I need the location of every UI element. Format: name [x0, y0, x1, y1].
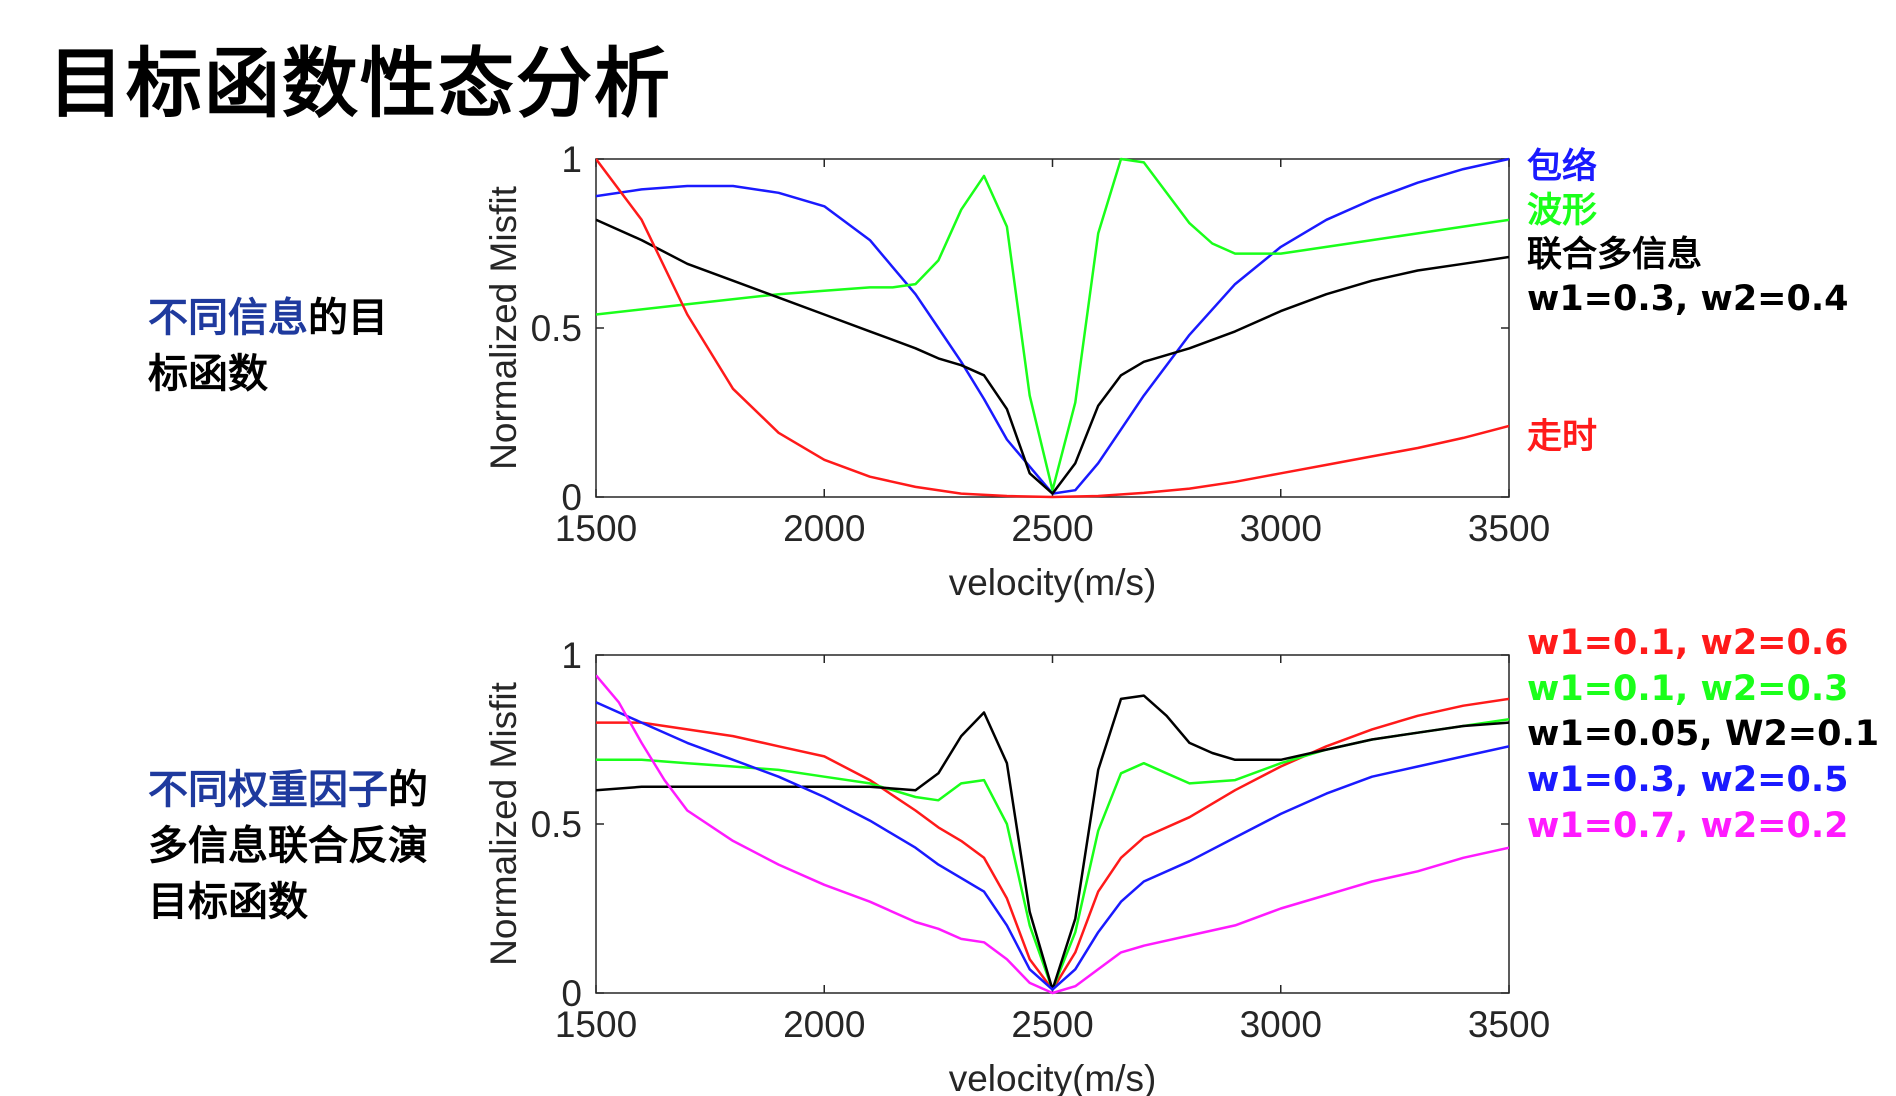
- x-tick-label: 3000: [1240, 1004, 1322, 1045]
- legend-entry: w1=0.1, w2=0.3: [1527, 669, 1849, 709]
- chart-2: 1500 2000 2500 3000 3500 0 0.5 1 velocity(m/s) No…: [483, 623, 1879, 1096]
- series-line-1: [596, 697, 1509, 991]
- x-axis-label: velocity(m/s): [949, 1058, 1157, 1096]
- x-tick-label: 2500: [1011, 508, 1093, 549]
- x-tick-label: 2500: [1011, 1004, 1093, 1045]
- y-axis-label: Normalized Misfit: [483, 185, 524, 469]
- legend-entry: 包络: [1527, 146, 1597, 187]
- legend-entry: 波形: [1527, 191, 1597, 231]
- series-line-3: [596, 694, 1509, 991]
- x-tick-label: 3500: [1468, 508, 1550, 549]
- y-tick-label: 0.5: [531, 804, 582, 845]
- series-line-4: [596, 701, 1509, 991]
- legend-entry: w1=0.1, w2=0.6: [1527, 623, 1849, 663]
- series-line-1: [596, 157, 1509, 495]
- plot-frame: [595, 654, 1510, 994]
- caption-bottom-rest: 的: [388, 767, 428, 813]
- x-axis-label: velocity(m/s): [949, 562, 1157, 603]
- legend-entry: w1=0.7, w2=0.2: [1527, 806, 1849, 846]
- y-tick-label: 1: [561, 635, 582, 676]
- caption-bottom: 不同权重因子的 多信息联合反演 目标函数: [148, 762, 428, 930]
- y-tick-label: 0.5: [531, 308, 582, 349]
- legend-entry: 联合多信息: [1527, 234, 1702, 275]
- x-tick-label: 3000: [1240, 508, 1322, 549]
- caption-top: 不同信息的目 标函数: [148, 290, 388, 402]
- caption-bottom-line3: 目标函数: [148, 879, 308, 925]
- y-tick-label: 0: [561, 477, 582, 518]
- plot-frame: [595, 158, 1510, 498]
- series-line-5: [596, 674, 1509, 995]
- caption-bottom-line2: 多信息联合反演: [148, 823, 428, 869]
- x-tick-label: 1500: [555, 1004, 637, 1045]
- x-tick-label: 1500: [555, 508, 637, 549]
- series-line-3: [596, 218, 1509, 495]
- page-title: 目标函数性态分析: [48, 39, 672, 128]
- y-tick-label: 0: [561, 973, 582, 1014]
- legend-entry: w1=0.3, w2=0.5: [1527, 760, 1849, 800]
- series-line-4: [596, 158, 1509, 499]
- x-tick-label: 2000: [783, 508, 865, 549]
- caption-top-highlight: 不同信息: [148, 295, 308, 341]
- caption-top-line2: 标函数: [148, 351, 268, 397]
- legend-entry: 走时: [1527, 417, 1597, 457]
- chart-1: 1500 2000 2500 3000 3500 0 0.5 1 velocity(m/s) No…: [483, 139, 1849, 603]
- caption-bottom-highlight: 不同权重因子: [148, 767, 388, 813]
- x-tick-label: 3500: [1468, 1004, 1550, 1045]
- y-tick-label: 1: [561, 139, 582, 180]
- series-line-2: [596, 157, 1509, 492]
- legend-entry: w1=0.05, W2=0.1: [1527, 714, 1879, 754]
- y-axis-label: Normalized Misfit: [483, 681, 524, 965]
- caption-top-rest: 的目: [308, 295, 388, 341]
- x-tick-label: 2000: [783, 1004, 865, 1045]
- legend-entry: w1=0.3, w2=0.4: [1527, 279, 1849, 319]
